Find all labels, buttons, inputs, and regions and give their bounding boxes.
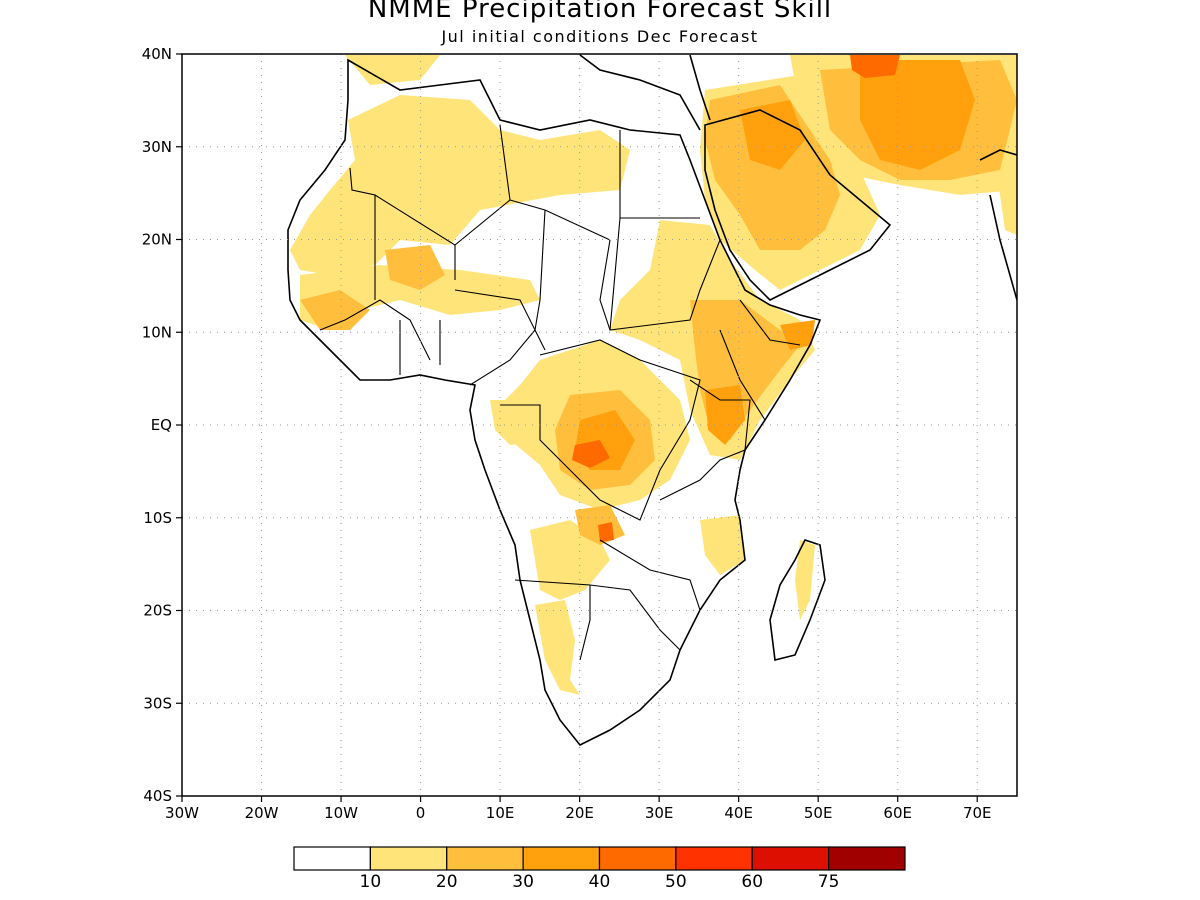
- skill-region-madagascar: [795, 540, 815, 620]
- colorbar-swatch: [828, 846, 906, 871]
- lon-tick-label: 10W: [324, 804, 358, 822]
- coastline-layer: [287, 54, 1017, 747]
- lon-tick-label: 40E: [724, 804, 753, 822]
- skill-region-southwest: [535, 600, 580, 695]
- colorbar-label: 40: [589, 872, 611, 892]
- lat-tick-label: 30N: [142, 138, 172, 156]
- skill-region-saudi-strong: [740, 100, 805, 170]
- colorbar-label: 10: [360, 872, 382, 892]
- skill-region-india-west: [995, 160, 1017, 235]
- border-central-africa: [539, 339, 701, 471]
- gridlines: [182, 54, 1017, 796]
- lat-tick-label: 20N: [142, 231, 172, 249]
- skill-region-east-coast: [700, 515, 745, 575]
- border-east-africa: [659, 379, 751, 501]
- colorbar-label: 75: [818, 872, 840, 892]
- colorbar-swatch: [293, 846, 371, 871]
- africa-coastline: [287, 58, 822, 747]
- longitude-axis: 30W 20W 10W 0 10E 20E 30E 40E 50E 60E 70E: [165, 796, 992, 822]
- lat-tick-label: 10S: [143, 509, 172, 527]
- skill-band-30-40: [575, 60, 975, 470]
- lat-tick-label: 40S: [143, 787, 172, 805]
- colorbar-swatch: [522, 846, 601, 871]
- skill-region-somalia: [780, 320, 815, 350]
- skill-region-west-sahel: [300, 290, 370, 330]
- border-libya-egypt: [619, 130, 700, 219]
- madagascar-coastline: [769, 539, 826, 661]
- lon-tick-label: 50E: [804, 804, 833, 822]
- lon-tick-label: 20E: [565, 804, 594, 822]
- country-borders-layer: [319, 124, 801, 661]
- skill-shading-layer: [290, 55, 1017, 695]
- colorbar-swatch: [446, 846, 524, 871]
- colorbar-swatch: [369, 846, 448, 871]
- border-congo: [500, 404, 661, 521]
- colorbar-swatch: [598, 846, 677, 871]
- mediterranean-coastline: [579, 54, 711, 131]
- latitude-axis: 40N 30N 20N 10N EQ 10S 20S 30S 40S: [142, 45, 182, 805]
- colorbar-label: 50: [665, 872, 687, 892]
- border-west-africa: [319, 299, 441, 375]
- lon-tick-label: 30W: [165, 804, 199, 822]
- border-sudan: [609, 217, 721, 331]
- skill-region-mali: [385, 245, 445, 290]
- map-title: NMME Precipitation Forecast Skill: [367, 0, 833, 24]
- skill-region-congo-peak: [572, 440, 610, 468]
- border-ethiopia-somalia: [719, 299, 801, 421]
- lat-tick-label: 10N: [142, 323, 172, 341]
- lat-tick-label: 30S: [143, 694, 172, 712]
- lat-tick-label: 20S: [143, 602, 172, 620]
- border-niger-chad: [534, 209, 611, 351]
- colorbar-swatch: [751, 846, 830, 871]
- colorbar-label: 30: [512, 872, 534, 892]
- skill-region-zambia-peak: [598, 522, 614, 542]
- lon-tick-label: 70E: [963, 804, 992, 822]
- lat-tick-label: EQ: [151, 416, 172, 434]
- lon-tick-label: 30E: [645, 804, 674, 822]
- lat-tick-label: 40N: [142, 45, 172, 63]
- skill-region-iran-peak: [850, 55, 900, 78]
- lon-tick-label: 0: [416, 804, 426, 822]
- border-nigeria: [454, 289, 536, 386]
- india-coastline: [979, 149, 1017, 301]
- skill-region-gulf-guinea: [490, 400, 545, 445]
- lon-tick-label: 60E: [883, 804, 912, 822]
- arabia-coastline: [704, 109, 892, 301]
- skill-region-sahel-west: [300, 265, 540, 330]
- colorbar-swatch: [675, 846, 753, 871]
- skill-region-north-coast: [345, 55, 440, 85]
- map-subtitle: Jul initial conditions Dec Forecast: [441, 27, 759, 46]
- skill-region-iran-strong: [860, 60, 975, 170]
- lon-tick-label: 20W: [245, 804, 279, 822]
- colorbar: 10 20 30 40 50 60 75: [293, 846, 906, 892]
- colorbar-label: 60: [741, 872, 763, 892]
- lon-tick-label: 10E: [486, 804, 515, 822]
- skill-band-40-50: [572, 55, 900, 542]
- colorbar-label: 20: [436, 872, 458, 892]
